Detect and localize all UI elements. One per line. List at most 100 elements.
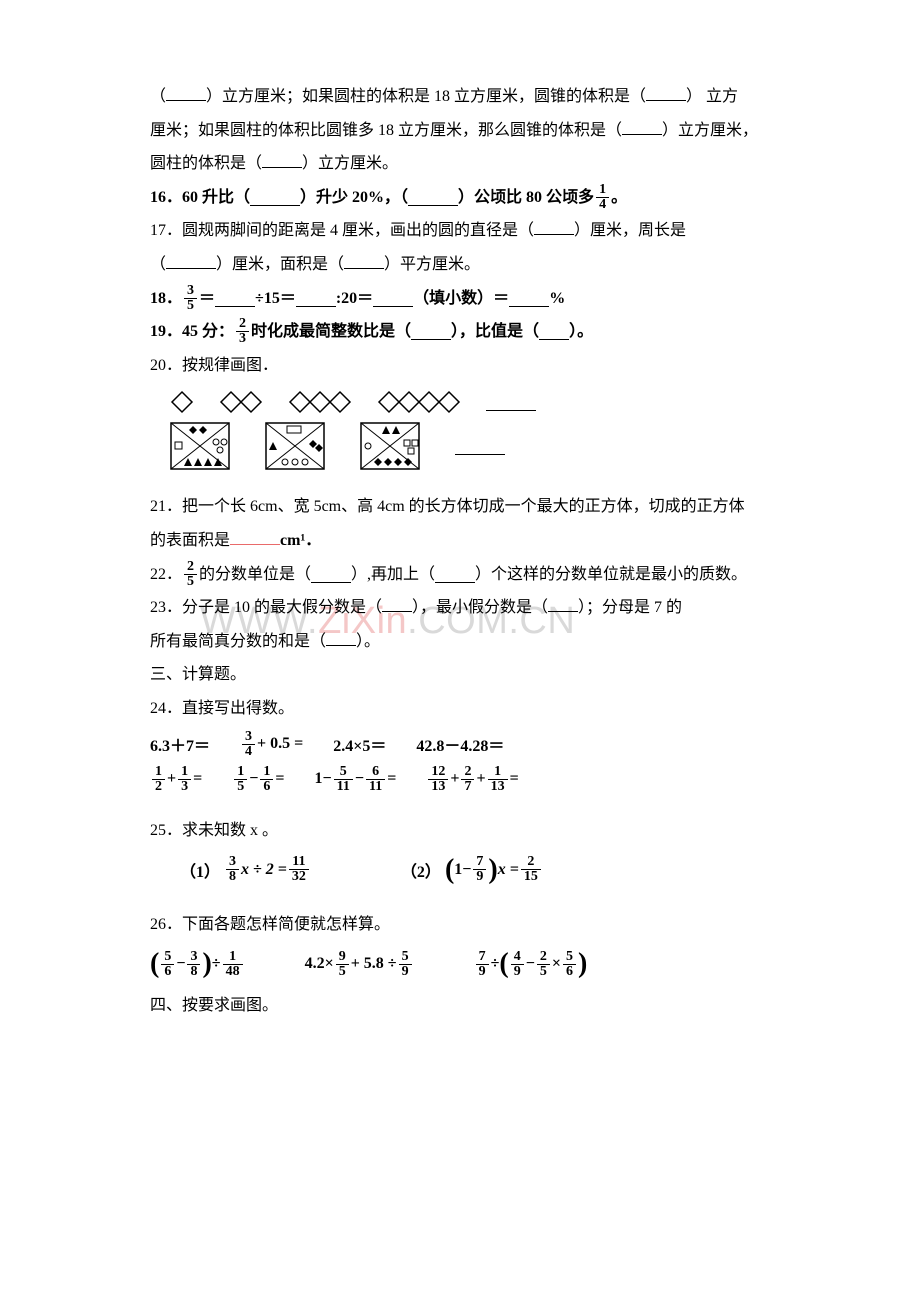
- qnum: 23．: [150, 599, 182, 616]
- content: （）立方厘米；如果圆柱的体积是 18 立方厘米，圆锥的体积是（） 立方 厘米；如…: [150, 80, 770, 1022]
- blank: [534, 218, 574, 235]
- eq: 12 + 13 =: [150, 765, 202, 794]
- denominator: 5: [336, 965, 349, 979]
- numerator: 5: [334, 765, 353, 780]
- fraction: 25: [537, 950, 550, 979]
- denominator: 9: [399, 965, 412, 979]
- denominator: 13: [488, 780, 508, 794]
- blank-red: [230, 528, 280, 545]
- fraction: 49: [511, 950, 524, 979]
- text: 按规律画图．: [182, 357, 278, 374]
- text: =: [193, 770, 202, 788]
- fraction: 38: [226, 855, 239, 884]
- blank: [486, 394, 536, 411]
- text: %: [549, 282, 565, 316]
- text: ）个这样的分数单位就是最小的质数。: [475, 558, 747, 592]
- eq: 42.8－4.28＝: [416, 732, 504, 756]
- q24-row2: 12 + 13 = 15 − 16 = 1− 511 − 611 = 1213 …: [150, 765, 770, 794]
- fraction: 56: [161, 950, 174, 979]
- text: ）厘米，周长是: [574, 222, 686, 239]
- eq: 1213 + 27 + 113 =: [426, 765, 518, 794]
- q21-line1: 21．把一个长 6cm、宽 5cm、高 4cm 的长方体切成一个最大的正方体，切…: [150, 490, 770, 524]
- text: 所有最简真分数的和是（: [150, 633, 326, 650]
- numerator: 1: [152, 765, 165, 780]
- blank: [373, 290, 413, 307]
- text: 2.4×5＝: [333, 732, 386, 756]
- q20: 20．按规律画图．: [150, 349, 770, 383]
- numerator: 1: [260, 765, 273, 780]
- numerator: 5: [563, 950, 576, 965]
- text: ）立方厘米，: [662, 122, 758, 139]
- section-4-heading: 四、按要求画图。: [150, 989, 770, 1023]
- numerator: 11: [289, 855, 309, 870]
- fraction: 27: [461, 765, 474, 794]
- blank: [408, 189, 458, 206]
- qnum: 20．: [150, 357, 182, 374]
- text: 把一个长 6cm、宽 5cm、高 4cm 的长方体切成一个最大的正方体，切成的正…: [182, 498, 745, 515]
- numerator: 2: [461, 765, 474, 780]
- denominator: 48: [223, 965, 243, 979]
- text: −: [355, 770, 364, 788]
- text: ），比值是（: [451, 315, 539, 349]
- text: 6.3＋7＝: [150, 732, 210, 756]
- text: 1−: [315, 770, 332, 788]
- fraction: 16: [260, 765, 273, 794]
- blank: [455, 438, 505, 455]
- denominator: 2: [152, 780, 165, 794]
- qnum: 24．: [150, 700, 182, 717]
- fraction: 14: [596, 183, 609, 212]
- text: 45 分：: [182, 315, 234, 349]
- denominator: 6: [260, 780, 273, 794]
- denominator: 3: [236, 332, 249, 346]
- text: 42.8－4.28＝: [416, 732, 504, 756]
- numerator: 1: [223, 950, 243, 965]
- text: + 0.5 =: [257, 735, 303, 753]
- numerator: 2: [521, 855, 541, 870]
- numerator: 2: [236, 317, 249, 332]
- q19: 19．45 分： 23 时化成最简整数比是（），比值是（）。: [150, 315, 770, 349]
- fraction: 511: [334, 765, 353, 794]
- text: ）,再加上（: [351, 558, 435, 592]
- eq: (56 − 38) ÷ 148: [150, 950, 245, 979]
- eq: 34 + 0.5 =: [240, 730, 303, 759]
- diamond-4-icon: [377, 390, 461, 414]
- qnum: 19．: [150, 315, 182, 349]
- blank: [382, 595, 412, 612]
- text: （: [150, 256, 166, 273]
- text: 60 升比（: [182, 181, 250, 215]
- eq: 2.4×5＝: [333, 732, 386, 756]
- numerator: 1: [234, 765, 247, 780]
- text: +: [167, 770, 176, 788]
- denominator: 11: [366, 780, 385, 794]
- qnum: 17．: [150, 222, 182, 239]
- q23-line2: 所有最简真分数的和是（）。: [150, 625, 770, 659]
- eq: （1） 38x ÷ 2 = 1132: [180, 855, 311, 884]
- pattern-box-1-icon: [170, 422, 230, 470]
- blank: [539, 323, 569, 340]
- paren: (: [445, 863, 454, 877]
- numerator: 2: [537, 950, 550, 965]
- eq: 79 ÷ (49 − 25 × 56): [474, 950, 588, 979]
- denominator: 9: [511, 965, 524, 979]
- text: x ÷ 2 =: [241, 861, 287, 879]
- denominator: 8: [226, 870, 239, 884]
- numerator: 6: [366, 765, 385, 780]
- section-3-heading: 三、计算题。: [150, 658, 770, 692]
- numerator: 1: [178, 765, 191, 780]
- diamond-3-icon: [288, 390, 352, 414]
- text: +: [476, 770, 485, 788]
- q15-line1: （）立方厘米；如果圆柱的体积是 18 立方厘米，圆锥的体积是（） 立方: [150, 80, 770, 114]
- box-pattern-row: [170, 422, 770, 470]
- denominator: 5: [234, 780, 247, 794]
- paren: ): [578, 957, 587, 971]
- numerator: 3: [226, 855, 239, 870]
- eq: 6.3＋7＝: [150, 732, 210, 756]
- numerator: 3: [242, 730, 255, 745]
- numerator: 2: [184, 560, 197, 575]
- q24: 24．直接写出得数。: [150, 692, 770, 726]
- text: ），最小假分数是（: [412, 599, 548, 616]
- text: ÷: [491, 955, 500, 973]
- blank: [622, 118, 662, 135]
- paren: ): [488, 863, 497, 877]
- fraction: 148: [223, 950, 243, 979]
